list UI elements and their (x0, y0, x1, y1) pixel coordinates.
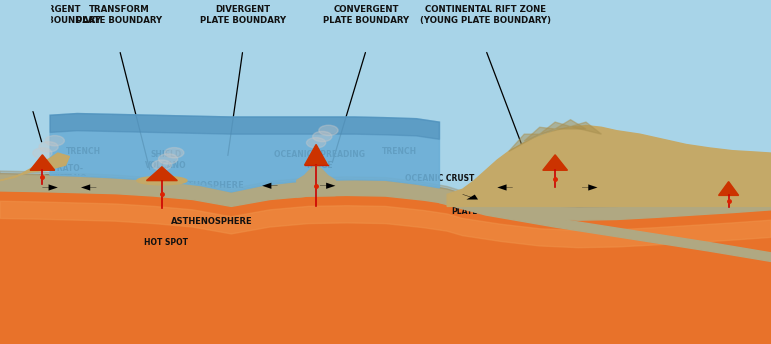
Text: SHIELD
VOLCANO: SHIELD VOLCANO (145, 150, 187, 170)
Polygon shape (555, 120, 586, 129)
Polygon shape (439, 194, 771, 261)
FancyArrow shape (497, 184, 513, 191)
Text: TRENCH: TRENCH (382, 147, 417, 156)
Ellipse shape (164, 148, 183, 158)
Polygon shape (447, 126, 771, 206)
Text: ISLAND ARC: ISLAND ARC (19, 174, 71, 183)
Text: SUBDUCTING
PLATE: SUBDUCTING PLATE (451, 197, 507, 216)
Polygon shape (50, 114, 439, 139)
Ellipse shape (146, 275, 316, 344)
Text: CONTINENTAL CRUST: CONTINENTAL CRUST (559, 174, 651, 183)
Ellipse shape (313, 131, 332, 142)
Polygon shape (146, 167, 177, 181)
FancyArrow shape (262, 183, 278, 189)
Ellipse shape (153, 160, 171, 170)
Text: HOT SPOT: HOT SPOT (143, 238, 188, 247)
Polygon shape (305, 144, 328, 165)
Polygon shape (524, 127, 555, 141)
Text: OCEANIC CRUST: OCEANIC CRUST (405, 174, 474, 183)
Ellipse shape (306, 138, 325, 148)
Polygon shape (30, 155, 55, 170)
Text: STRATO-
VOLCANO: STRATO- VOLCANO (46, 164, 88, 183)
Polygon shape (543, 155, 567, 170)
FancyArrow shape (320, 183, 335, 189)
Ellipse shape (137, 176, 187, 185)
Text: CONVERGENT
PLATE BOUNDARY: CONVERGENT PLATE BOUNDARY (15, 5, 102, 25)
Ellipse shape (96, 267, 366, 344)
Ellipse shape (45, 136, 65, 146)
Text: LITHOSPHERE: LITHOSPHERE (180, 181, 244, 190)
Polygon shape (571, 122, 601, 134)
Polygon shape (719, 182, 739, 195)
Polygon shape (0, 171, 771, 207)
FancyArrow shape (81, 184, 96, 191)
Polygon shape (0, 153, 69, 181)
Ellipse shape (319, 125, 338, 136)
Ellipse shape (159, 154, 177, 164)
FancyArrow shape (582, 184, 598, 191)
Text: CONVERGENT
PLATE BOUNDARY: CONVERGENT PLATE BOUNDARY (323, 5, 409, 25)
Ellipse shape (32, 148, 52, 158)
FancyArrow shape (42, 184, 58, 191)
Polygon shape (540, 122, 571, 134)
Polygon shape (0, 201, 771, 248)
Text: CONTINENTAL RIFT ZONE
(YOUNG PLATE BOUNDARY): CONTINENTAL RIFT ZONE (YOUNG PLATE BOUND… (420, 5, 551, 25)
FancyArrow shape (463, 194, 478, 200)
Polygon shape (0, 174, 771, 220)
Text: ASTHENOSPHERE: ASTHENOSPHERE (171, 217, 253, 226)
Polygon shape (0, 191, 771, 344)
Text: TRENCH: TRENCH (66, 147, 101, 156)
Text: DIVERGENT
PLATE BOUNDARY: DIVERGENT PLATE BOUNDARY (200, 5, 286, 25)
Ellipse shape (39, 142, 59, 152)
Text: OCEANIC SPREADING
RIDGE: OCEANIC SPREADING RIDGE (274, 150, 365, 170)
Bar (0, 200, 771, 344)
Polygon shape (50, 114, 439, 192)
Polygon shape (509, 134, 540, 151)
Text: TRANSFORM
PLATE BOUNDARY: TRANSFORM PLATE BOUNDARY (76, 5, 163, 25)
Polygon shape (297, 165, 335, 197)
